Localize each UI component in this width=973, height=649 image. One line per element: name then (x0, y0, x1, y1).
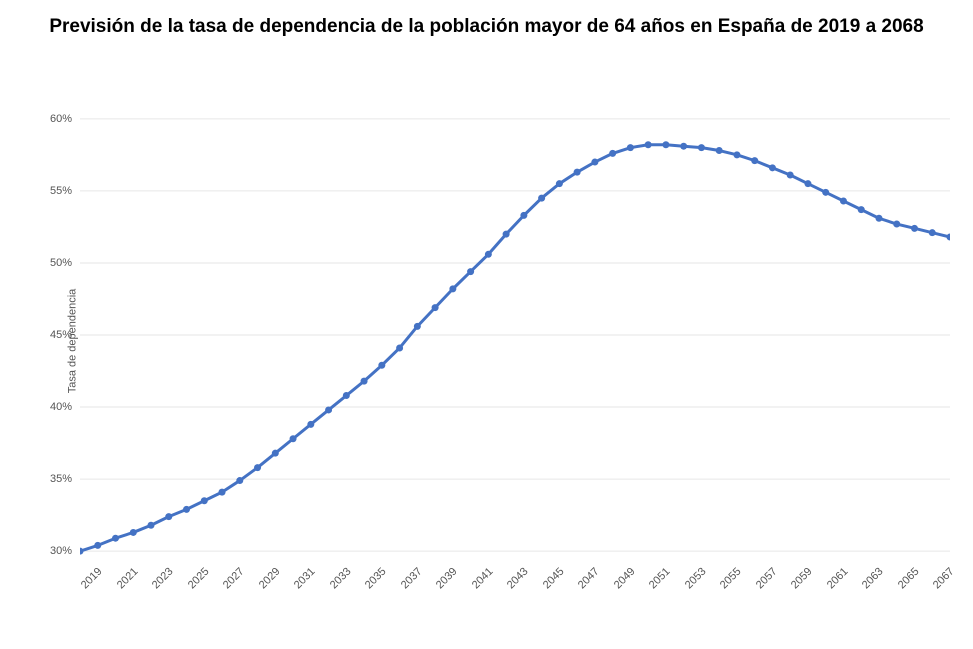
series-marker (804, 180, 811, 187)
series-marker (236, 477, 243, 484)
series-marker (591, 159, 598, 166)
series-marker (911, 225, 918, 232)
y-tick-label: 40% (50, 401, 80, 413)
series-marker (574, 169, 581, 176)
y-tick-label: 55% (50, 185, 80, 197)
series-marker (485, 251, 492, 258)
series-marker (698, 144, 705, 151)
series-marker (645, 141, 652, 148)
series-marker (449, 285, 456, 292)
plot-area: 30%35%40%45%50%55%60%2019202120232025202… (80, 90, 950, 580)
series-marker (822, 189, 829, 196)
y-tick-label: 50% (50, 257, 80, 269)
series-marker (627, 144, 634, 151)
series-marker (858, 206, 865, 213)
chart-container: { "chart": { "type": "line", "title": "P… (0, 0, 973, 649)
series-marker (538, 195, 545, 202)
series-marker (183, 506, 190, 513)
series-marker (556, 180, 563, 187)
series-marker (94, 542, 101, 549)
series-marker (272, 450, 279, 457)
series-marker (201, 497, 208, 504)
series-marker (432, 304, 439, 311)
chart-svg (80, 90, 950, 580)
y-axis-label: Tasa de dependencia (66, 289, 78, 394)
series-marker (503, 231, 510, 238)
series-markers (80, 141, 950, 554)
series-marker (254, 464, 261, 471)
series-marker (325, 406, 332, 413)
y-tick-label: 45% (50, 329, 80, 341)
series-marker (307, 421, 314, 428)
series-marker (733, 151, 740, 158)
series-marker (609, 150, 616, 157)
series-marker (165, 513, 172, 520)
series-marker (148, 522, 155, 529)
series-marker (520, 212, 527, 219)
y-tick-label: 35% (50, 473, 80, 485)
series-marker (769, 164, 776, 171)
series-marker (414, 323, 421, 330)
series-marker (929, 229, 936, 236)
series-marker (787, 172, 794, 179)
series-marker (680, 143, 687, 150)
series-marker (840, 197, 847, 204)
series-marker (290, 435, 297, 442)
y-tick-label: 30% (50, 545, 80, 557)
series-marker (947, 234, 951, 241)
series-marker (467, 268, 474, 275)
series-marker (751, 157, 758, 164)
series-marker (875, 215, 882, 222)
series-marker (130, 529, 137, 536)
series-marker (343, 392, 350, 399)
series-marker (219, 489, 226, 496)
series-marker (378, 362, 385, 369)
series-marker (361, 378, 368, 385)
series-marker (716, 147, 723, 154)
chart-title: Previsión de la tasa de dependencia de l… (0, 14, 973, 40)
y-tick-label: 60% (50, 113, 80, 125)
series-marker (662, 141, 669, 148)
series-line (80, 145, 950, 551)
series-marker (396, 344, 403, 351)
series-marker (893, 221, 900, 228)
series-marker (112, 535, 119, 542)
